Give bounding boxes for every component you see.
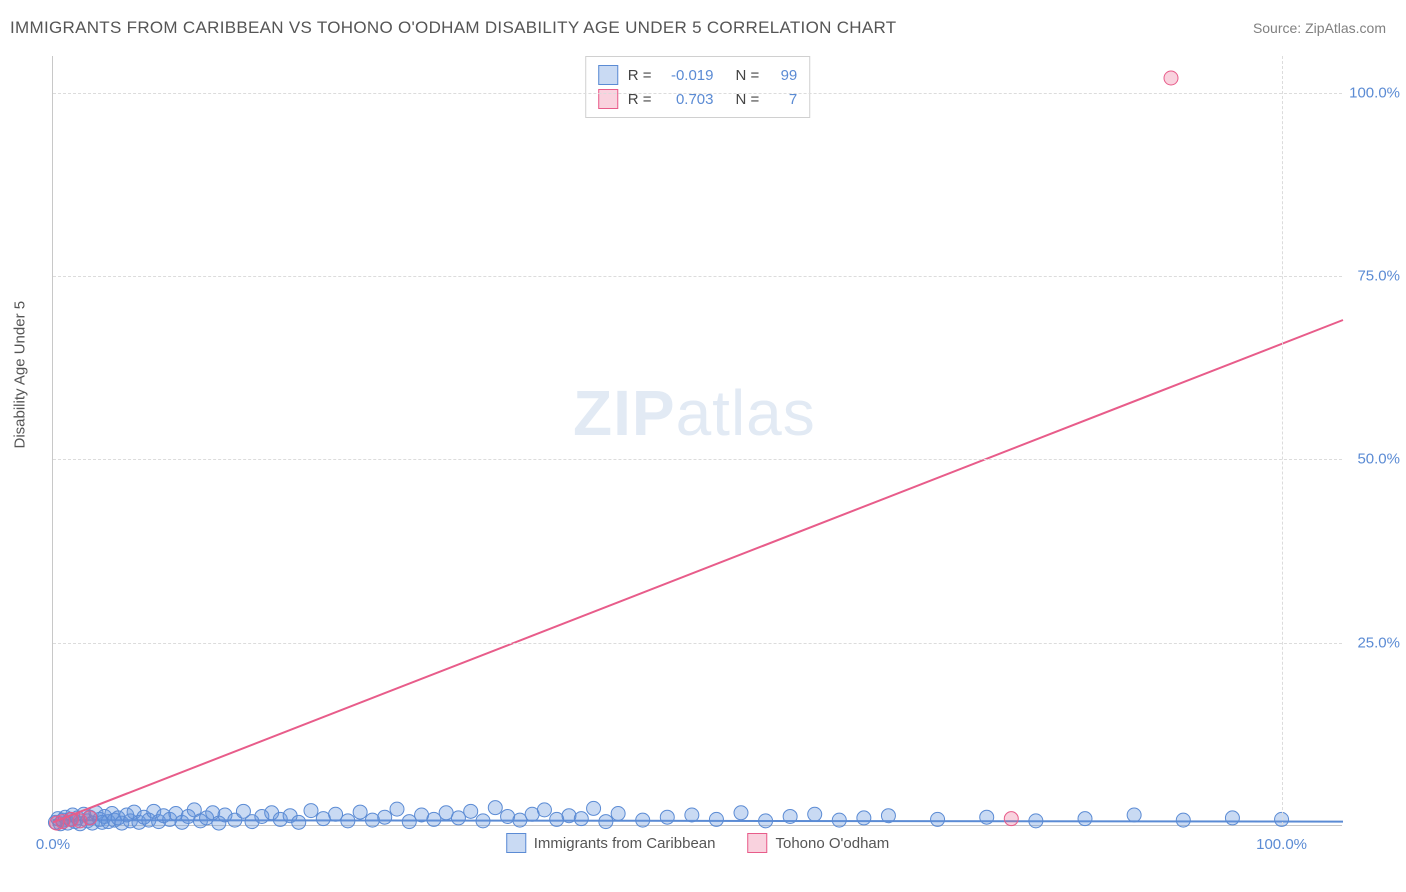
data-point-caribbean bbox=[980, 810, 994, 824]
data-point-caribbean bbox=[1078, 812, 1092, 826]
legend-row-caribbean: R = -0.019 N = 99 bbox=[598, 63, 798, 87]
data-point-caribbean bbox=[783, 809, 797, 823]
data-point-caribbean bbox=[931, 812, 945, 826]
gridline-horizontal bbox=[53, 643, 1342, 644]
y-tick-label: 100.0% bbox=[1349, 84, 1400, 101]
legend-swatch-caribbean bbox=[598, 65, 618, 85]
data-point-caribbean bbox=[537, 803, 551, 817]
data-point-caribbean bbox=[390, 802, 404, 816]
data-point-caribbean bbox=[1176, 813, 1190, 827]
data-point-caribbean bbox=[304, 804, 318, 818]
data-point-caribbean bbox=[464, 804, 478, 818]
data-point-tohono bbox=[83, 811, 97, 825]
data-point-caribbean bbox=[574, 812, 588, 826]
data-point-caribbean bbox=[709, 812, 723, 826]
legend-label-caribbean: Immigrants from Caribbean bbox=[534, 835, 716, 852]
x-tick-label: 100.0% bbox=[1256, 836, 1307, 853]
data-point-caribbean bbox=[488, 801, 502, 815]
chart-svg bbox=[53, 56, 1342, 825]
data-point-tohono bbox=[1004, 812, 1018, 826]
legend-swatch-caribbean bbox=[506, 833, 526, 853]
data-point-caribbean bbox=[611, 807, 625, 821]
data-point-caribbean bbox=[378, 810, 392, 824]
data-point-tohono bbox=[1164, 71, 1178, 85]
correlation-legend: R = -0.019 N = 99 R = 0.703 N = 7 bbox=[585, 56, 811, 118]
legend-item-tohono: Tohono O'odham bbox=[747, 833, 889, 853]
data-point-caribbean bbox=[636, 813, 650, 827]
legend-item-caribbean: Immigrants from Caribbean bbox=[506, 833, 716, 853]
data-point-caribbean bbox=[1127, 808, 1141, 822]
data-point-caribbean bbox=[562, 809, 576, 823]
data-point-caribbean bbox=[685, 808, 699, 822]
data-point-caribbean bbox=[1225, 811, 1239, 825]
data-point-caribbean bbox=[857, 811, 871, 825]
gridline-vertical bbox=[1282, 56, 1283, 825]
legend-r-value-caribbean: -0.019 bbox=[662, 67, 714, 84]
trend-line-tohono bbox=[53, 320, 1343, 822]
gridline-horizontal bbox=[53, 93, 1342, 94]
legend-label-tohono: Tohono O'odham bbox=[775, 835, 889, 852]
data-point-caribbean bbox=[734, 806, 748, 820]
data-point-caribbean bbox=[759, 814, 773, 828]
data-point-caribbean bbox=[599, 815, 613, 829]
x-tick-label: 0.0% bbox=[36, 836, 70, 853]
legend-r-label: R = bbox=[628, 67, 652, 84]
y-tick-label: 75.0% bbox=[1357, 268, 1400, 285]
legend-swatch-tohono bbox=[747, 833, 767, 853]
y-tick-label: 50.0% bbox=[1357, 451, 1400, 468]
data-point-caribbean bbox=[329, 807, 343, 821]
data-point-caribbean bbox=[881, 809, 895, 823]
series-legend: Immigrants from Caribbean Tohono O'odham bbox=[506, 833, 890, 853]
chart-source: Source: ZipAtlas.com bbox=[1253, 20, 1386, 36]
y-axis-label: Disability Age Under 5 bbox=[12, 301, 29, 449]
data-point-caribbean bbox=[341, 814, 355, 828]
data-point-caribbean bbox=[292, 815, 306, 829]
data-point-caribbean bbox=[402, 815, 416, 829]
data-point-caribbean bbox=[476, 814, 490, 828]
data-point-caribbean bbox=[587, 801, 601, 815]
y-tick-label: 25.0% bbox=[1357, 634, 1400, 651]
gridline-horizontal bbox=[53, 459, 1342, 460]
data-point-caribbean bbox=[832, 813, 846, 827]
chart-title: IMMIGRANTS FROM CARIBBEAN VS TOHONO O'OD… bbox=[10, 18, 896, 38]
plot-area: ZIPatlas R = -0.019 N = 99 R = 0.703 N =… bbox=[52, 56, 1342, 826]
data-point-caribbean bbox=[427, 812, 441, 826]
data-point-caribbean bbox=[353, 805, 367, 819]
data-point-caribbean bbox=[1029, 814, 1043, 828]
gridline-horizontal bbox=[53, 276, 1342, 277]
data-point-caribbean bbox=[660, 810, 674, 824]
legend-row-tohono: R = 0.703 N = 7 bbox=[598, 87, 798, 111]
data-point-caribbean bbox=[365, 813, 379, 827]
data-point-caribbean bbox=[808, 807, 822, 821]
data-point-caribbean bbox=[451, 811, 465, 825]
legend-n-value-caribbean: 99 bbox=[769, 67, 797, 84]
legend-n-label: N = bbox=[736, 67, 760, 84]
